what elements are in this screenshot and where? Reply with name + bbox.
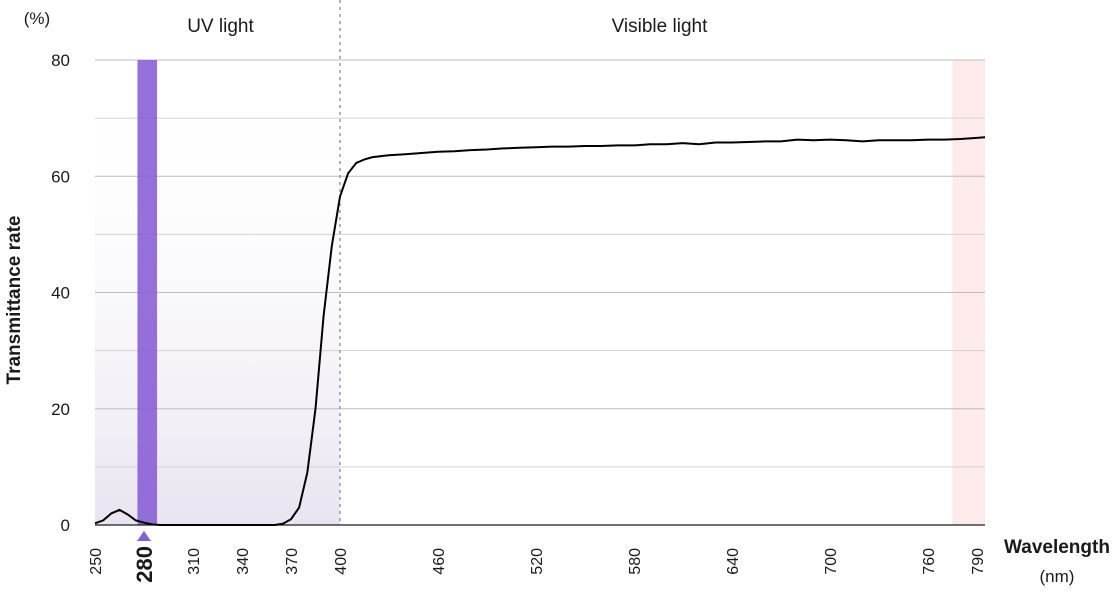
x-tick-label: 520 <box>529 548 546 575</box>
y-axis-unit: (%) <box>24 9 50 28</box>
x-axis-unit: (nm) <box>1040 567 1075 586</box>
highlight-marker-triangle <box>136 531 151 541</box>
x-tick-label: 760 <box>921 548 938 575</box>
x-tick-label: 460 <box>431 548 448 575</box>
x-tick-label: 700 <box>823 548 840 575</box>
x-tick-label: 580 <box>627 548 644 575</box>
x-axis-title: Wavelength <box>1004 537 1110 558</box>
x-tick-label: 250 <box>88 548 105 575</box>
x-tick-label: 640 <box>725 548 742 575</box>
uv-280-band <box>137 60 158 525</box>
x-tick-label: 340 <box>235 548 252 575</box>
gridlines <box>95 59 985 468</box>
highlight-tick-label: 280 <box>132 546 157 583</box>
y-axis-title: Transmittance rate <box>4 216 25 385</box>
x-tick-label: 790 <box>970 548 987 575</box>
x-tick-labels: 250 310 340 370 400 460 520 580 640 700 760 790 <box>88 548 987 575</box>
region-label-uv: UV light <box>187 16 254 37</box>
x-tick-label: 370 <box>284 548 301 575</box>
y-tick-label: 80 <box>51 51 70 70</box>
y-tick-label: 60 <box>51 167 70 186</box>
x-tick-label: 400 <box>333 548 350 575</box>
y-tick-label: 0 <box>61 516 70 535</box>
region-label-visible: Visible light <box>612 16 708 37</box>
y-tick-labels: 0 20 40 60 80 <box>51 51 70 535</box>
y-tick-label: 40 <box>51 284 70 303</box>
transmittance-series-line <box>94 136 986 526</box>
x-tick-label: 310 <box>186 548 203 575</box>
y-tick-label: 20 <box>51 400 70 419</box>
